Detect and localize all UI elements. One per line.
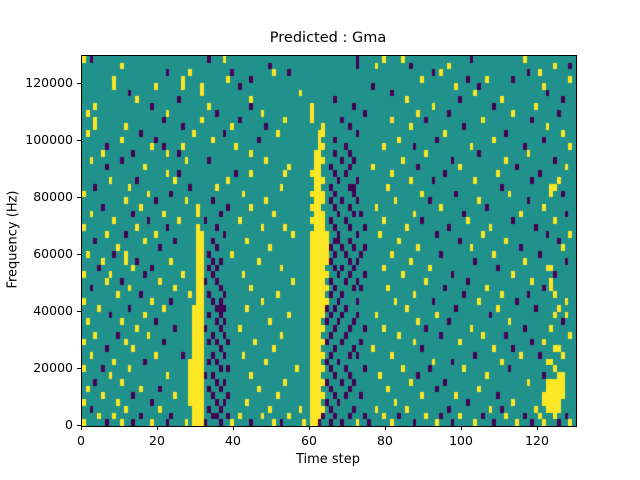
y-tick-label: 80000 xyxy=(33,189,73,205)
x-tick-mark xyxy=(461,426,462,430)
x-tick-mark xyxy=(81,426,82,430)
y-tick-mark xyxy=(77,197,81,199)
y-tick-mark xyxy=(77,140,81,142)
y-tick-label: 0 xyxy=(65,417,73,432)
y-tick-mark xyxy=(77,368,81,370)
heatmap-canvas xyxy=(82,56,576,426)
y-tick-label: 40000 xyxy=(33,303,73,319)
x-tick-mark xyxy=(309,426,310,430)
y-tick-label: 20000 xyxy=(33,360,73,376)
x-tick-label: 40 xyxy=(225,433,241,448)
chart-title: Predicted : Gma xyxy=(269,30,387,46)
x-tick-mark xyxy=(537,426,538,430)
x-tick-label: 20 xyxy=(149,433,165,448)
x-tick-label: 80 xyxy=(377,433,393,448)
y-tick-label: 120000 xyxy=(25,75,73,91)
y-tick-mark xyxy=(77,311,81,313)
y-tick-label: 100000 xyxy=(25,132,73,148)
y-tick-mark xyxy=(77,425,81,426)
y-tick-label: 60000 xyxy=(33,246,73,262)
y-axis-label: Frequency (Hz) xyxy=(5,190,21,289)
y-tick-mark xyxy=(77,254,81,256)
x-tick-mark xyxy=(157,426,158,430)
x-tick-label: 120 xyxy=(525,433,549,448)
heatmap-plot-area xyxy=(81,55,577,427)
x-tick-label: 100 xyxy=(449,433,473,448)
x-tick-label: 0 xyxy=(77,433,85,448)
y-tick-mark xyxy=(77,83,81,85)
x-tick-label: 60 xyxy=(301,433,317,448)
x-tick-mark xyxy=(233,426,234,430)
x-tick-mark xyxy=(385,426,386,430)
x-axis-label: Time step xyxy=(295,452,361,467)
